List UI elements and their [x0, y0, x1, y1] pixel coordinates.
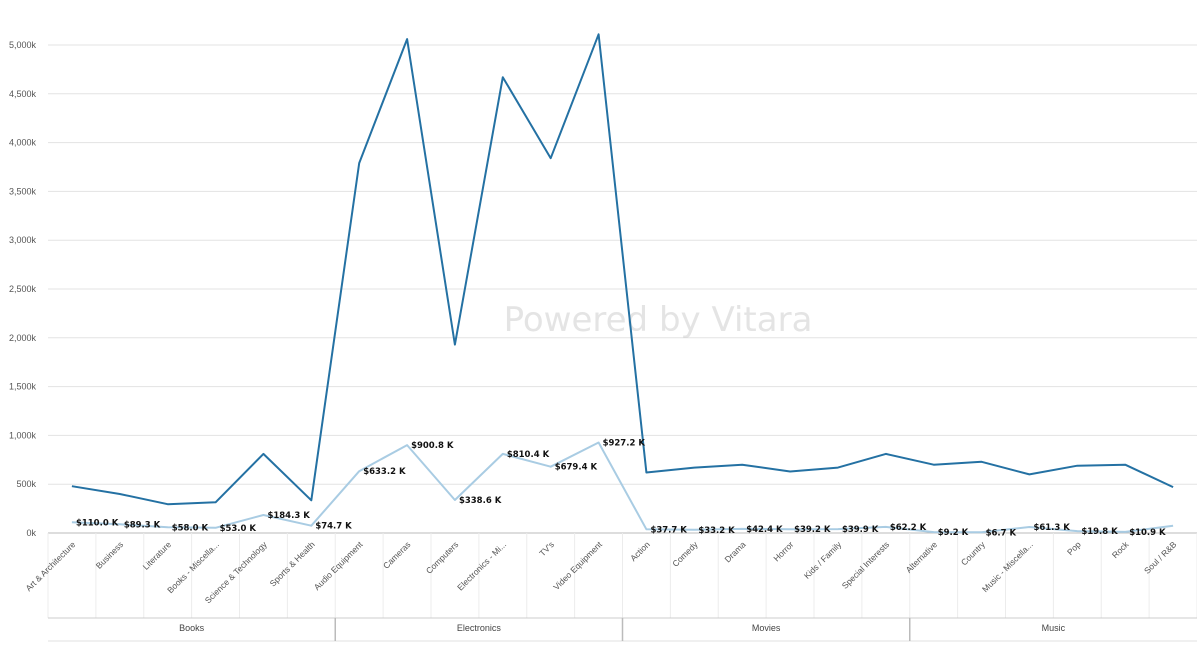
y-tick-label: 2,000k: [9, 333, 37, 343]
x-tick-label: Soul / R&B: [1142, 539, 1179, 576]
x-tick-label: Comedy: [670, 539, 700, 569]
data-label: $184.3 K: [267, 511, 310, 521]
data-label: $19.8 K: [1081, 527, 1118, 537]
watermark-text: Powered by Vitara: [504, 300, 813, 340]
x-tick-label: Music - Miscella...: [980, 539, 1035, 594]
x-tick-label: Country: [959, 539, 988, 568]
y-tick-label: 500k: [16, 479, 36, 489]
data-label: $42.4 K: [746, 525, 783, 535]
data-label: $89.3 K: [124, 520, 161, 530]
series-line-1: [71, 33, 1174, 506]
y-tick-label: 5,000k: [9, 40, 37, 50]
data-label: $927.2 K: [603, 439, 646, 449]
group-label: Books: [179, 623, 205, 633]
x-tick-label: Electronics - Mi...: [455, 539, 508, 592]
y-tick-label: 0k: [26, 528, 36, 538]
data-label: $338.6 K: [459, 496, 502, 506]
x-tick-label: Rock: [1110, 539, 1131, 560]
data-label: $58.0 K: [172, 523, 209, 533]
y-tick-label: 4,500k: [9, 89, 37, 99]
x-tick-label: Art & Architecture: [24, 539, 78, 593]
x-tick-label: Pop: [1065, 539, 1083, 557]
group-label: Music: [1042, 623, 1066, 633]
x-tick-label: Horror: [771, 539, 795, 563]
category-dividers: [47, 533, 1197, 618]
data-label: $33.2 K: [698, 526, 735, 536]
data-label: $53.0 K: [220, 524, 257, 534]
series-line-2: [71, 441, 1174, 534]
data-label: $810.4 K: [507, 450, 550, 460]
data-label: $39.2 K: [794, 525, 831, 535]
x-tick-label: Sports & Health: [268, 539, 317, 588]
x-tick-label: Books - Miscella...: [165, 539, 221, 595]
gridlines: [48, 44, 1197, 534]
y-tick-label: 4,000k: [9, 138, 37, 148]
data-label: $61.3 K: [1033, 523, 1070, 533]
y-tick-label: 3,500k: [9, 186, 37, 196]
x-tick-label: Special Interests: [840, 539, 892, 591]
data-label: $110.0 K: [76, 518, 119, 528]
x-tick-label: Kids / Family: [802, 539, 844, 581]
data-label: $74.7 K: [315, 522, 352, 532]
x-tick-label: Video Equipment: [551, 539, 604, 592]
data-label: $39.9 K: [842, 525, 879, 535]
x-tick-label: TV's: [537, 539, 556, 558]
data-label: $10.9 K: [1129, 528, 1166, 538]
x-tick-label: Cameras: [381, 539, 412, 570]
series-lines: [71, 33, 1174, 534]
x-tick-label: Action: [628, 539, 652, 563]
y-axis: 0k 500k 1,000k 1,500k 2,000k 2,500k 3,000k 3,50…: [9, 40, 37, 538]
data-label: $633.2 K: [363, 467, 406, 477]
y-tick-label: 1,000k: [9, 430, 37, 440]
category-groups: Books Electronics Movies Music: [48, 617, 1197, 642]
group-label: Movies: [752, 623, 781, 633]
group-label: Electronics: [457, 623, 502, 633]
y-tick-label: 1,500k: [9, 382, 37, 392]
x-tick-label: Business: [94, 539, 125, 570]
x-tick-label: Alternative: [904, 539, 940, 575]
y-tick-label: 3,000k: [9, 235, 37, 245]
data-labels: $110.0 K $89.3 K $58.0 K $53.0 K $184.3 K $74…: [76, 439, 1166, 539]
x-tick-label: Drama: [722, 539, 747, 564]
y-tick-label: 2,500k: [9, 284, 37, 294]
data-label: $6.7 K: [986, 528, 1017, 538]
x-tick-label: Audio Equipment: [312, 539, 365, 592]
x-tick-label: Computers: [424, 539, 460, 575]
data-label: $9.2 K: [938, 528, 969, 538]
data-label: $679.4 K: [555, 463, 598, 473]
data-label: $900.8 K: [411, 441, 454, 451]
data-label: $37.7 K: [650, 525, 687, 535]
data-label: $62.2 K: [890, 523, 927, 533]
x-tick-label: Literature: [141, 539, 174, 572]
